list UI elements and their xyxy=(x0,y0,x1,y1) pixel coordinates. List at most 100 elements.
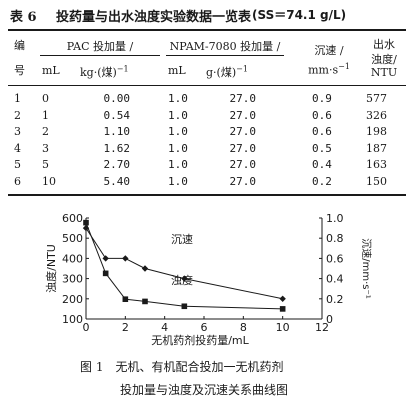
turbidity-point xyxy=(142,298,148,305)
table-cell-pac-ml: 2 xyxy=(42,125,49,139)
turbidity-point xyxy=(83,219,89,226)
header-turbidity-3: NTU xyxy=(370,66,398,79)
npam-group-rule xyxy=(166,55,284,56)
series-line-turbidity xyxy=(85,222,283,310)
x-tick-label: 4 xyxy=(161,321,168,334)
table-cell-npam-ml: 1.0 xyxy=(168,158,188,172)
table-cell-no: 1 xyxy=(14,92,21,105)
table-cell-turb: 187 xyxy=(366,141,387,155)
header-pac: PAC 投加量 / xyxy=(66,40,134,53)
y-left-tick-label: 200 xyxy=(62,293,83,306)
table-cell-npam-ml: 1.0 xyxy=(168,175,188,188)
y-right-tick-label: 0 xyxy=(326,313,333,326)
speed-point xyxy=(122,255,129,262)
table-cell-pac-kg: 0.00 xyxy=(103,92,131,105)
speed-point xyxy=(279,295,286,302)
table-number: 表 6 xyxy=(10,10,37,25)
table-top-rule xyxy=(8,29,406,31)
table-caption: 表 6 投药量与出水浊度实验数据一览表 (SS＝74.1 g/L) xyxy=(0,6,413,25)
speed-series-label: 沉速 xyxy=(171,233,193,246)
y-right-tick-label: 0.8 xyxy=(326,232,344,245)
header-turbidity-1: 出水 xyxy=(373,38,395,51)
header-npam-ml: mL xyxy=(168,64,186,77)
y-right-axis-label: 沉速/mm·s⁻¹ xyxy=(360,238,373,299)
table-cell-speed: 0.9 xyxy=(312,92,332,105)
table-cell-turb: 163 xyxy=(366,158,387,172)
turbidity-point xyxy=(181,303,188,310)
table-cell-no: 3 xyxy=(14,125,21,139)
y-left-tick-label: 100 xyxy=(62,313,83,326)
y-right-tick-label: 0.4 xyxy=(326,273,344,286)
table-cell-pac-ml: 5 xyxy=(42,158,49,172)
table-cell-npam-g: 27.0 xyxy=(229,125,257,139)
table-condition: (SS＝74.1 g/L) xyxy=(252,8,347,22)
table-cell-npam-g: 27.0 xyxy=(229,175,257,188)
x-tick-label: 0 xyxy=(83,321,90,334)
speed-point xyxy=(82,224,90,232)
table-cell-pac-ml: 10 xyxy=(42,175,56,188)
table-cell-npam-g: 27.0 xyxy=(229,108,257,122)
turbidity-point xyxy=(102,270,109,277)
table-cell-speed: 0.6 xyxy=(312,125,332,139)
table-cell-npam-ml: 1.0 xyxy=(168,125,188,139)
table-cell-pac-ml: 3 xyxy=(42,141,49,155)
y-left-tick-label: 300 xyxy=(62,273,83,286)
table-header-rule xyxy=(8,85,406,86)
table-cell-pac-kg: 1.62 xyxy=(103,141,131,155)
x-tick-label: 2 xyxy=(122,321,129,334)
table-cell-speed: 0.2 xyxy=(312,175,332,188)
table-cell-turb: 577 xyxy=(366,92,387,105)
table-cell-no: 5 xyxy=(14,158,21,172)
turbidity-series-label: 浊度 xyxy=(171,273,193,287)
table-bottom-rule xyxy=(8,194,406,196)
series-line-speed xyxy=(85,227,283,300)
pac-group-rule xyxy=(40,55,160,56)
table-cell-speed: 0.4 xyxy=(312,158,332,172)
turbidity-point xyxy=(122,296,129,303)
turbidity-speed-chart: 0 2 4 6 8 10 12 100 200 300 400 500 600 0 0.2 0.4 0.6 0.8… xyxy=(44,212,373,347)
header-pac-kg: kg·(煤)−1 xyxy=(80,64,129,79)
x-tick-label: 8 xyxy=(240,321,247,334)
table-cell-npam-ml: 1.0 xyxy=(168,108,188,122)
header-npam: NPAM-7080 投加量 / xyxy=(169,40,281,53)
table-cell-npam-g: 27.0 xyxy=(229,158,257,172)
table-cell-pac-ml: 0 xyxy=(42,92,49,105)
x-tick-label: 12 xyxy=(315,321,329,334)
table-cell-no: 6 xyxy=(14,175,21,188)
table-cell-turb: 326 xyxy=(366,108,387,122)
table-cell-speed: 0.6 xyxy=(312,108,332,122)
table-cell-turb: 150 xyxy=(366,175,387,188)
header-npam-g: g·(煤)−1 xyxy=(206,64,248,79)
table-cell-pac-kg: 5.40 xyxy=(103,175,131,188)
header-no-top: 编 xyxy=(14,39,25,52)
table-cell-turb: 198 xyxy=(366,125,387,139)
table-title: 投药量与出水浊度实验数据一览表 xyxy=(56,10,252,25)
header-speed-unit: mm·s−1 xyxy=(308,62,350,77)
y-right-tick-label: 1.0 xyxy=(326,212,344,225)
table-cell-npam-g: 27.0 xyxy=(229,92,257,105)
y-left-tick-label: 600 xyxy=(62,212,83,225)
figure-caption-line2: 投加量与浊度及沉速关系曲线图 xyxy=(120,383,289,397)
x-axis-label: 无机药剂投药量/mL xyxy=(151,333,249,347)
x-tick-label: 10 xyxy=(276,321,290,334)
turbidity-point xyxy=(279,306,286,312)
header-pac-ml: mL xyxy=(42,64,60,77)
x-tick-label: 6 xyxy=(201,321,208,334)
y-left-tick-label: 500 xyxy=(62,232,83,245)
header-no-bottom: 号 xyxy=(14,64,25,77)
table-cell-npam-g: 27.0 xyxy=(229,141,257,155)
speed-point xyxy=(181,275,188,282)
speed-point xyxy=(141,265,149,272)
table-cell-npam-ml: 1.0 xyxy=(168,92,188,105)
table-cell-no: 4 xyxy=(14,141,21,155)
y-left-axis-label: 浊度/NTU xyxy=(44,244,58,293)
table-cell-npam-ml: 1.0 xyxy=(168,141,188,155)
header-speed: 沉速 / xyxy=(314,44,344,57)
table-cell-no: 2 xyxy=(14,108,21,122)
table-cell-pac-kg: 2.70 xyxy=(103,158,131,172)
table-cell-pac-ml: 1 xyxy=(42,108,49,122)
table-cell-pac-kg: 0.54 xyxy=(103,108,131,122)
y-right-tick-label: 0.2 xyxy=(326,293,344,306)
table-cell-pac-kg: 1.10 xyxy=(103,125,131,139)
figure-caption-line1: 图 1 无机、有机配合投加一无机药剂 xyxy=(80,360,284,374)
